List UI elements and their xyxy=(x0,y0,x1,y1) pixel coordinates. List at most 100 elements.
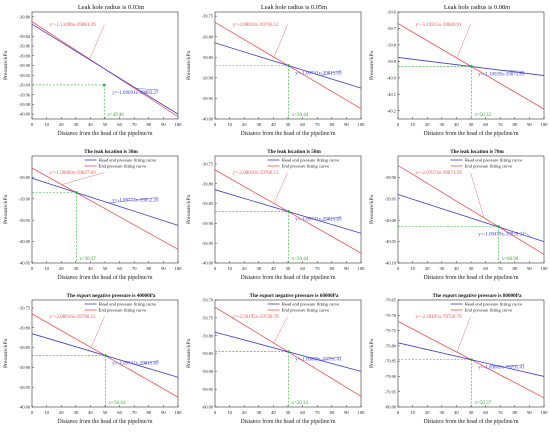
intersection-point xyxy=(470,358,473,361)
y-tick-label: -79.90 xyxy=(385,374,397,379)
x-tick-label: 20 xyxy=(425,266,430,271)
intersection-label: x=50.44 xyxy=(292,257,309,262)
x-tick-label: 70 xyxy=(498,122,503,127)
plot-area-frame xyxy=(397,299,545,408)
head-curve-equation-leader xyxy=(320,356,342,361)
head-curve-equation: y=-1.09741x-39815.69 xyxy=(295,72,342,77)
end-curve-equation-leader xyxy=(470,172,485,218)
intersection-point xyxy=(102,83,106,87)
y-tick-label: -40.0 xyxy=(387,75,397,80)
y-tick-label: -39.90 xyxy=(19,63,31,68)
head-curve-equation: y=-1.09479x-39939.31 xyxy=(478,233,525,238)
x-tick-label: 30 xyxy=(74,266,79,271)
y-tick-label: -40.2 xyxy=(387,108,396,113)
x-tick-label: 90 xyxy=(344,410,349,415)
plot-area-frame xyxy=(31,299,179,408)
y-tick-label: -39.95 xyxy=(202,96,214,101)
x-tick-label: 60 xyxy=(300,410,305,415)
legend-label-end: End pressure fitting curve xyxy=(282,164,330,169)
x-tick-label: 60 xyxy=(117,266,122,271)
head-curve-equation: y=-1.09741x-39815.69 xyxy=(112,361,159,366)
x-tick-label: 90 xyxy=(344,266,349,271)
y-tick-label: -39.92 xyxy=(19,73,30,78)
chart-title: The leak location is 50m xyxy=(267,149,321,155)
chart-title: Leak hole radius is 0.08m xyxy=(444,4,510,11)
end-curve-equation-leader xyxy=(273,316,288,344)
head-curve-equation: y=-1.09773x-39852.20 xyxy=(112,198,159,203)
x-tick-label: 80 xyxy=(147,266,152,271)
x-tick-label: 90 xyxy=(161,122,166,127)
y-tick-label: -39.90 xyxy=(202,221,214,226)
y-tick-label: -40.00 xyxy=(19,405,31,410)
x-tick-label: 80 xyxy=(513,266,518,271)
x-tick-label: 40 xyxy=(454,266,459,271)
x-tick-label: 10 xyxy=(227,122,232,127)
x-tick-label: 10 xyxy=(44,410,49,415)
y-tick-label: -39.95 xyxy=(19,218,31,223)
y-tick-label: -39.85 xyxy=(19,175,31,180)
series-line-end-pressure xyxy=(31,167,179,250)
y-axis-label: Pressure/kPa xyxy=(186,195,192,224)
y-tick-label: -79.80 xyxy=(385,343,397,348)
legend-label-head: Head end pressure fitting curve xyxy=(465,302,523,307)
y-tick-label: -39.88 xyxy=(19,53,31,58)
x-tick-label: 70 xyxy=(315,266,320,271)
end-curve-equation: y=-1.13496x-39881.39 xyxy=(50,23,97,28)
x-tick-label: 30 xyxy=(257,410,262,415)
x-tick-label: 100 xyxy=(358,266,366,271)
x-tick-label: 20 xyxy=(59,122,64,127)
x-tick-label: 90 xyxy=(161,266,166,271)
y-axis-label: Pressure/kPa xyxy=(3,195,9,224)
y-tick-label: -40.00 xyxy=(19,239,31,244)
y-tick-label: -79.70 xyxy=(385,313,397,318)
chart-panel-5: The leak location is 50m 0 10 20 30 40 50 60 70 8… xyxy=(186,149,365,281)
end-curve-equation-leader xyxy=(61,172,105,185)
x-tick-label: 80 xyxy=(513,122,518,127)
x-tick-label: 40 xyxy=(271,266,276,271)
y-tick-label: -40.1 xyxy=(387,92,396,97)
x-tick-label: 0 xyxy=(397,410,400,415)
end-curve-equation: y=-2.08016x-39766.12 xyxy=(233,23,280,28)
end-curve-equation: y=-5.19315x-39669.91 xyxy=(416,23,463,28)
head-curve-equation: y=-1.10039x-39875.85 xyxy=(478,72,525,77)
x-tick-label: 100 xyxy=(175,122,183,127)
x-tick-label: 0 xyxy=(214,266,217,271)
y-tick-label: -39.80 xyxy=(202,181,214,186)
x-tick-label: 70 xyxy=(498,266,503,271)
x-tick-label: 20 xyxy=(59,266,64,271)
y-tick-label: -39.80 xyxy=(19,14,31,19)
y-tick-label: -59.70 xyxy=(202,298,214,303)
x-tick-label: 20 xyxy=(242,410,247,415)
end-curve-equation: y=-2.07674x-39871.59 xyxy=(416,171,463,176)
head-curve-equation-leader xyxy=(320,216,342,222)
y-tick-label: -59.90 xyxy=(202,369,214,374)
y-tick-label: -40.00 xyxy=(202,261,214,266)
y-tick-label: -39.85 xyxy=(202,201,214,206)
x-tick-label: 40 xyxy=(271,410,276,415)
x-tick-label: 0 xyxy=(31,410,34,415)
y-tick-label: -79.95 xyxy=(385,389,397,394)
legend-label-head: Head end pressure fitting curve xyxy=(282,158,340,163)
chart-panel-1: Leak hole radius is 0.03m 0 10 20 30 40 50 60 70… xyxy=(3,4,182,137)
y-axis-label: Pressure/kPa xyxy=(369,195,375,224)
x-axis-label: Distance from the head of the pipeline/m xyxy=(58,274,153,281)
y-tick-label: -39.7 xyxy=(387,26,397,31)
x-tick-label: 30 xyxy=(257,266,262,271)
y-tick-label: -39.75 xyxy=(19,306,31,311)
series-line-head-pressure xyxy=(31,177,179,226)
x-tick-label: 100 xyxy=(541,410,549,415)
x-tick-label: 50 xyxy=(469,122,474,127)
legend-label-head: Head end pressure fitting curve xyxy=(99,302,157,307)
head-curve-equation: y=-1.09889x-79791.41 xyxy=(478,366,525,371)
x-tick-label: 30 xyxy=(257,122,262,127)
chart-title: The export negative pressure is 40000Pa xyxy=(67,293,156,299)
x-tick-label: 60 xyxy=(300,266,305,271)
y-axis-label: Pressure/kPa xyxy=(186,51,192,80)
chart-title: Leak hole radius is 0.05m xyxy=(261,4,327,11)
x-tick-label: 80 xyxy=(147,122,152,127)
head-curve-equation-leader xyxy=(320,70,342,76)
y-tick-label: -59.95 xyxy=(202,387,214,392)
legend-label-head: Head end pressure fitting curve xyxy=(99,158,157,163)
intersection-label: x=49.46 xyxy=(107,113,124,118)
x-tick-label: 50 xyxy=(103,122,108,127)
